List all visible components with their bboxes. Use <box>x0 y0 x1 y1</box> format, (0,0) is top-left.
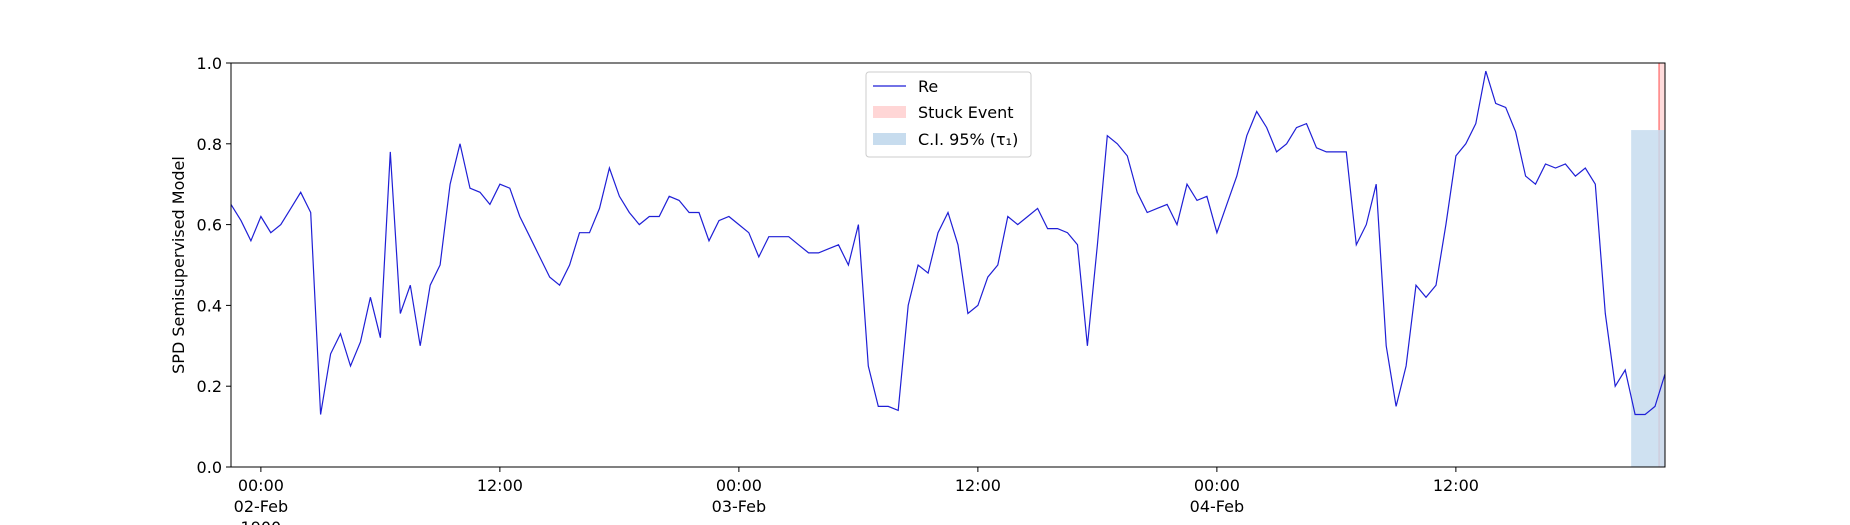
span <box>1631 130 1665 467</box>
x-tick-label: 00:00 04-Feb <box>1190 476 1244 516</box>
legend-label: Stuck Event <box>918 103 1014 122</box>
y-tick-label: 0.8 <box>197 135 222 154</box>
legend-frame <box>865 71 1032 158</box>
x-tick-label: 12:00 <box>1433 476 1479 495</box>
y-tick-label: 0.4 <box>197 296 222 315</box>
legend-handle <box>873 133 906 145</box>
legend-label: Re <box>918 77 938 96</box>
x-tick-label: 12:00 <box>477 476 523 495</box>
legend-label: C.I. 95% (τ₁) <box>918 130 1018 149</box>
legend-handle <box>873 106 906 118</box>
y-tick-label: 1.0 <box>197 54 222 73</box>
axes-frame <box>230 62 1666 468</box>
y-tick-label: 0.2 <box>197 377 222 396</box>
y-axis-label: SPD Semisupervised Model <box>169 156 188 374</box>
legend: Re Stuck Event C.I. 95% (τ₁) <box>865 71 1032 158</box>
x-tick-label: 00:00 03-Feb <box>712 476 766 516</box>
y-tick-label: 0.0 <box>197 458 222 477</box>
y-tick-label: 0.6 <box>197 216 222 235</box>
x-tick-label: 12:00 <box>955 476 1001 495</box>
line <box>230 70 1666 416</box>
